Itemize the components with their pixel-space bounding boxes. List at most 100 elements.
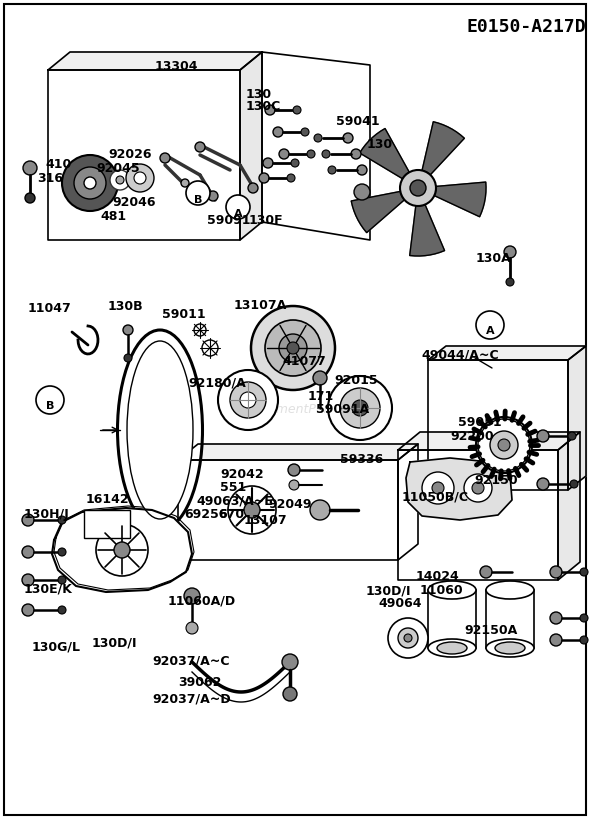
Circle shape — [472, 482, 484, 494]
Text: E0150-A217D: E0150-A217D — [466, 18, 586, 36]
Text: 92026: 92026 — [108, 148, 152, 161]
Text: 13107: 13107 — [244, 514, 288, 527]
Text: 130A: 130A — [476, 252, 512, 265]
Circle shape — [114, 542, 130, 558]
Text: 92046: 92046 — [112, 196, 156, 209]
Circle shape — [506, 278, 514, 286]
Text: 92150: 92150 — [474, 474, 517, 487]
Circle shape — [96, 524, 148, 576]
Circle shape — [314, 134, 322, 142]
Circle shape — [58, 516, 66, 524]
Text: 130B: 130B — [108, 300, 143, 313]
Circle shape — [504, 246, 516, 258]
Circle shape — [279, 149, 289, 159]
Ellipse shape — [127, 341, 193, 519]
Polygon shape — [406, 458, 512, 520]
Circle shape — [307, 150, 315, 158]
Polygon shape — [558, 432, 580, 580]
Circle shape — [289, 480, 299, 490]
Polygon shape — [422, 122, 464, 174]
Ellipse shape — [437, 642, 467, 654]
Polygon shape — [428, 346, 586, 360]
Circle shape — [160, 153, 170, 163]
Circle shape — [288, 464, 300, 476]
Circle shape — [357, 165, 367, 175]
Text: 551: 551 — [220, 481, 246, 494]
Circle shape — [23, 161, 37, 175]
Text: 14024: 14024 — [416, 570, 460, 583]
Circle shape — [388, 618, 428, 658]
Text: eReplacementParts.com: eReplacementParts.com — [219, 403, 371, 416]
Circle shape — [310, 500, 330, 520]
Circle shape — [480, 566, 492, 578]
Circle shape — [226, 195, 250, 219]
Text: A: A — [234, 209, 242, 219]
Circle shape — [186, 181, 210, 205]
Text: 16142: 16142 — [86, 493, 130, 506]
Text: 130C: 130C — [246, 100, 281, 113]
Circle shape — [279, 334, 307, 362]
Text: 92200: 92200 — [450, 430, 494, 443]
Circle shape — [124, 354, 132, 362]
Circle shape — [568, 432, 576, 440]
Polygon shape — [398, 444, 418, 560]
Text: 11060: 11060 — [420, 584, 464, 597]
Text: 11047: 11047 — [28, 302, 72, 315]
Text: 59091A: 59091A — [316, 403, 369, 416]
Text: 130: 130 — [367, 138, 393, 151]
Circle shape — [62, 155, 118, 211]
Text: 11060A/D: 11060A/D — [168, 594, 236, 607]
Polygon shape — [48, 70, 240, 240]
Circle shape — [230, 382, 266, 418]
Circle shape — [84, 177, 96, 189]
Text: 13304: 13304 — [155, 60, 198, 73]
Text: 130: 130 — [246, 88, 272, 101]
Ellipse shape — [428, 639, 476, 657]
Ellipse shape — [486, 581, 534, 599]
Text: 92015: 92015 — [334, 374, 378, 387]
Polygon shape — [428, 360, 568, 490]
Text: 59051: 59051 — [458, 416, 502, 429]
Text: 130E/K: 130E/K — [24, 582, 73, 595]
Text: 130F: 130F — [249, 214, 284, 227]
Circle shape — [432, 482, 444, 494]
Circle shape — [208, 191, 218, 201]
Circle shape — [400, 170, 436, 206]
Polygon shape — [240, 52, 262, 240]
Text: 41077: 41077 — [282, 355, 326, 368]
Text: 410: 410 — [45, 158, 71, 171]
Text: A: A — [486, 326, 494, 336]
Circle shape — [398, 628, 418, 648]
Circle shape — [498, 439, 510, 451]
Circle shape — [195, 142, 205, 152]
Ellipse shape — [428, 581, 476, 599]
Polygon shape — [398, 432, 580, 450]
Circle shape — [22, 574, 34, 586]
Circle shape — [550, 612, 562, 624]
Circle shape — [58, 576, 66, 584]
Text: 49063/A~E: 49063/A~E — [196, 495, 273, 508]
Circle shape — [352, 400, 368, 416]
Bar — [428, 590, 476, 648]
Text: 130G/L: 130G/L — [32, 640, 81, 653]
Circle shape — [22, 546, 34, 558]
Polygon shape — [48, 52, 262, 70]
Circle shape — [537, 430, 549, 442]
Circle shape — [218, 370, 278, 430]
Circle shape — [580, 568, 588, 576]
Circle shape — [343, 133, 353, 143]
Circle shape — [248, 183, 258, 193]
Circle shape — [58, 548, 66, 556]
Text: 11050B/C: 11050B/C — [402, 490, 469, 503]
Circle shape — [259, 173, 269, 183]
Circle shape — [570, 480, 578, 488]
Text: 670: 670 — [218, 508, 244, 521]
Circle shape — [116, 176, 124, 184]
Polygon shape — [262, 52, 370, 240]
Polygon shape — [178, 444, 418, 460]
Circle shape — [283, 687, 297, 701]
Polygon shape — [409, 205, 445, 256]
Text: 171: 171 — [308, 390, 335, 403]
Text: 59091: 59091 — [207, 214, 251, 227]
Circle shape — [313, 371, 327, 385]
